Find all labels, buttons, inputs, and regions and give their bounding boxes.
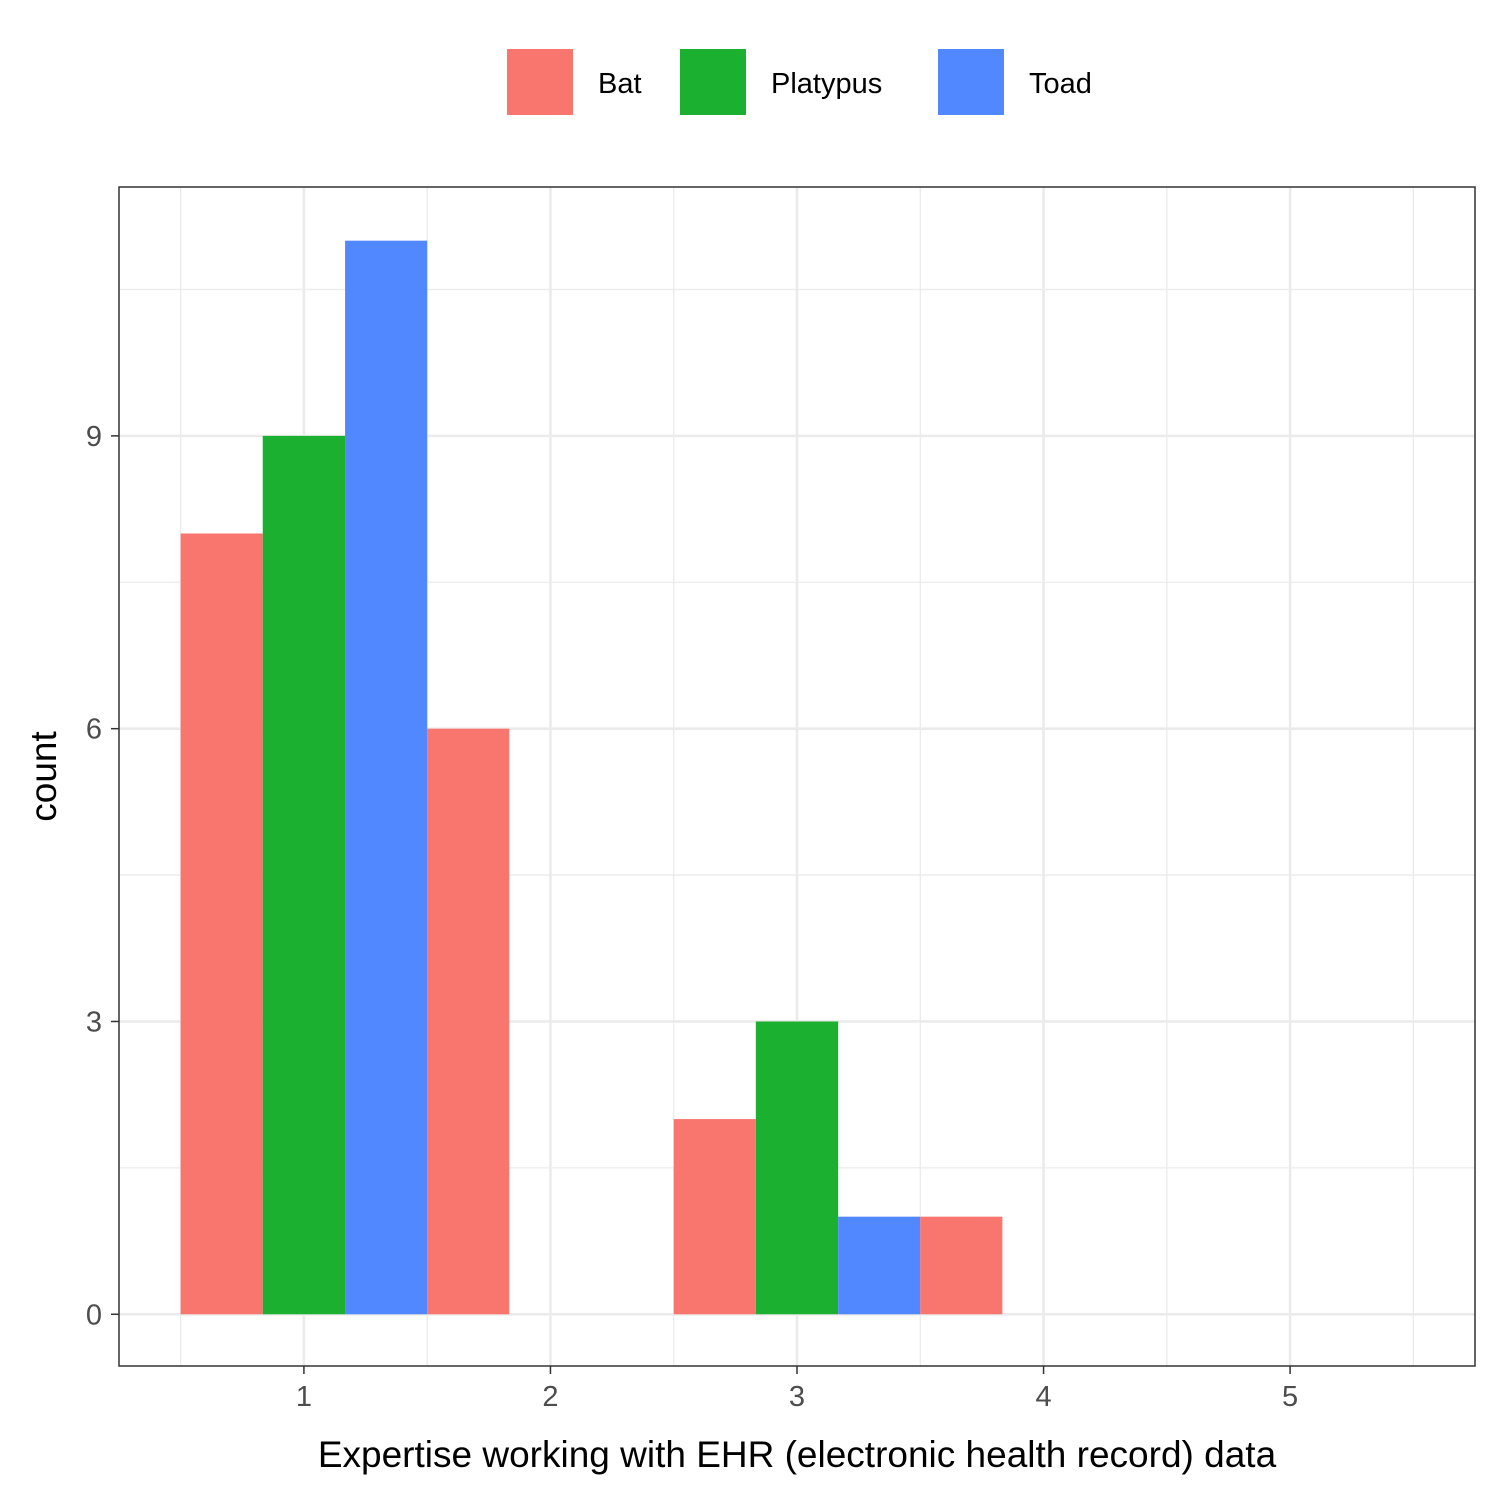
legend-key-bat xyxy=(507,49,573,115)
bar-toad xyxy=(345,240,428,1315)
x-axis-title: Expertise working with EHR (electronic h… xyxy=(318,1434,1277,1475)
plot-panel xyxy=(118,186,1476,1367)
legend-key-toad xyxy=(938,49,1004,115)
legend-key-platypus xyxy=(680,49,746,115)
bar-bat xyxy=(673,1119,756,1315)
y-axis: 0 3 6 9 xyxy=(86,421,119,1331)
y-tick-label: 9 xyxy=(86,421,102,453)
legend: Bat Platypus Toad xyxy=(507,49,1092,115)
bar-platypus xyxy=(262,435,346,1315)
bars xyxy=(180,240,1003,1315)
bar-bat xyxy=(920,1216,1003,1315)
x-tick-label: 5 xyxy=(1282,1381,1298,1413)
y-tick-label: 6 xyxy=(86,714,102,746)
legend-label-bat: Bat xyxy=(598,68,642,100)
x-tick-label: 1 xyxy=(296,1381,312,1413)
y-tick-label: 0 xyxy=(86,1299,102,1331)
bar-toad xyxy=(838,1216,921,1315)
x-tick-label: 3 xyxy=(789,1381,805,1413)
bar-bat xyxy=(180,533,263,1315)
bar-bat xyxy=(427,728,510,1315)
x-tick-label: 2 xyxy=(542,1381,558,1413)
legend-label-platypus: Platypus xyxy=(771,68,882,100)
y-tick-label: 3 xyxy=(86,1006,102,1038)
legend-label-toad: Toad xyxy=(1029,68,1092,100)
y-axis-title: count xyxy=(23,731,64,822)
x-axis: 1 2 3 4 5 xyxy=(296,1366,1298,1413)
x-tick-label: 4 xyxy=(1035,1381,1051,1413)
bar-platypus xyxy=(755,1021,839,1315)
